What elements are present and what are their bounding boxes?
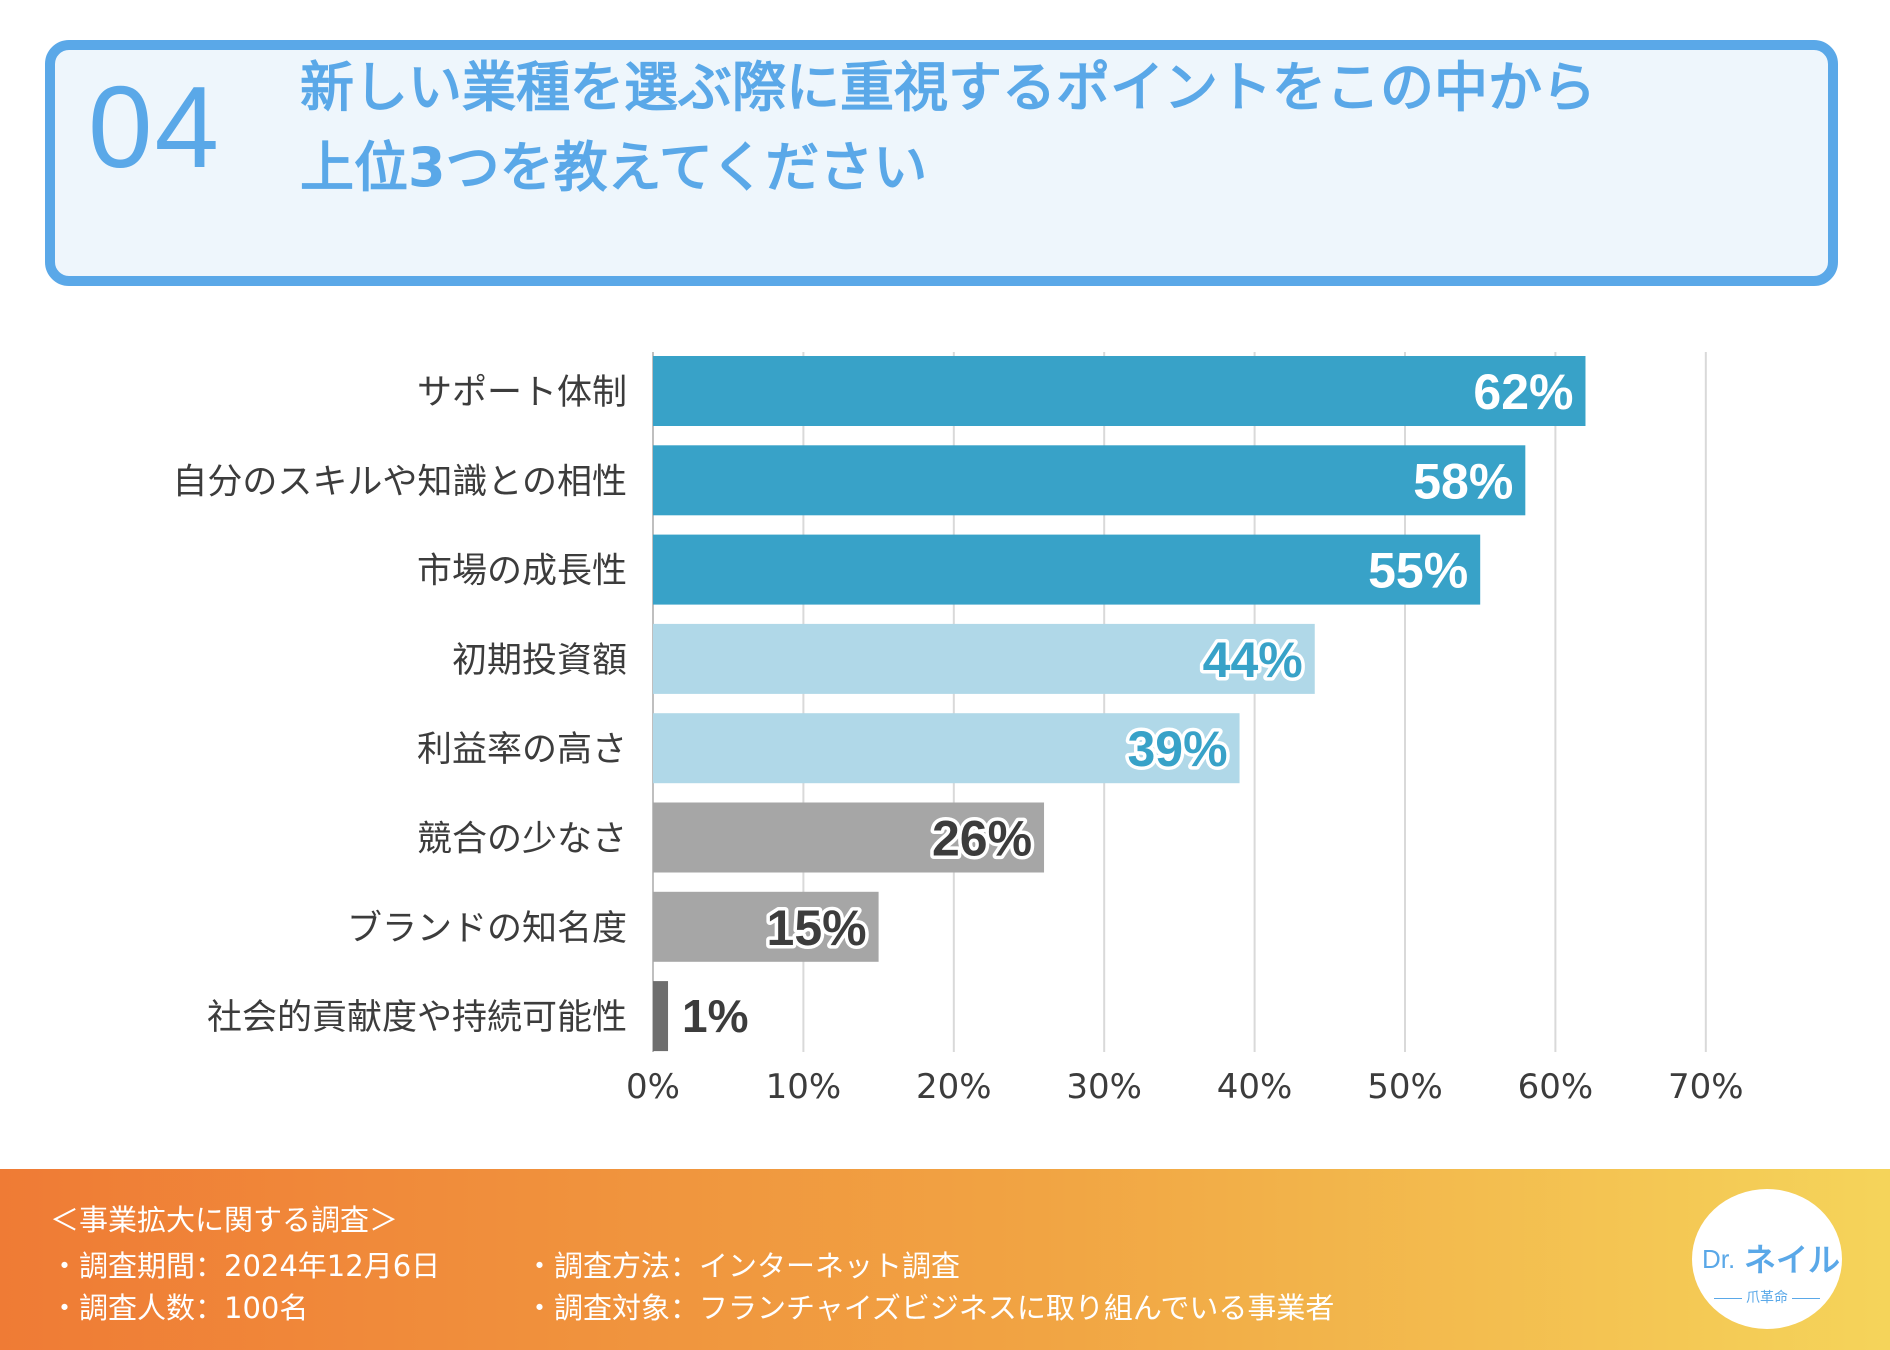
- survey-method: ・調査方法：インターネット調査: [525, 1249, 961, 1283]
- survey-period: ・調査期間：2024年12月6日: [50, 1249, 441, 1283]
- question-title-line-2: 上位3つを教えてください: [300, 136, 928, 199]
- data-label: 15%: [767, 900, 867, 956]
- bar: [653, 623, 1315, 694]
- question-header-box: [45, 40, 1838, 286]
- bar-chart: 0% 10% 20% 30% 40% 50% 60% 70% サポート体制 62% 自分のスキルや知…: [172, 352, 1744, 1107]
- category-label: サポート体制: [417, 373, 627, 413]
- bar: [653, 356, 1586, 426]
- logo-name-text: ネイル: [1744, 1241, 1841, 1279]
- category-label: 社会的貢献度や持続可能性: [207, 998, 627, 1038]
- x-tick-label: 0%: [626, 1067, 680, 1107]
- data-label: 39%: [1127, 721, 1227, 777]
- bar: [653, 802, 1045, 873]
- survey-target: ・調査対象：フランチャイズビジネスに取り組んでいる事業者: [525, 1291, 1335, 1325]
- category-label: ブランドの知名度: [347, 909, 627, 949]
- question-title: 新しい業種を選ぶ際に重視するポイントをこの中から 上位3つを教えてください: [300, 48, 1760, 208]
- data-label: 58%: [1413, 453, 1513, 509]
- data-label: 1%: [682, 990, 748, 1042]
- category-label: 利益率の高さ: [417, 730, 627, 770]
- question-title-line-1: 新しい業種を選ぶ際に重視するポイントをこの中から: [300, 56, 1596, 119]
- data-label: 55%: [1368, 543, 1468, 599]
- category-label: 市場の成長性: [417, 552, 627, 592]
- dr-nail-logo: Dr. ネイル 爪革命: [1692, 1189, 1842, 1329]
- category-label: 競合の少なさ: [417, 820, 627, 860]
- bar: [653, 891, 879, 962]
- x-tick-label: 20%: [916, 1067, 992, 1107]
- survey-title: ＜事業拡大に関する調査＞: [50, 1203, 399, 1237]
- x-tick-label: 10%: [766, 1067, 842, 1107]
- x-tick-label: 70%: [1668, 1067, 1744, 1107]
- category-label: 初期投資額: [452, 641, 627, 681]
- logo-sub-text: 爪革命: [1692, 1287, 1842, 1307]
- x-tick-label: 60%: [1518, 1067, 1594, 1107]
- survey-footer: ＜事業拡大に関する調査＞ ・調査期間：2024年12月6日 ・調査人数：100名…: [0, 1169, 1890, 1350]
- survey-people: ・調査人数：100名: [50, 1291, 309, 1325]
- data-label: 62%: [1473, 364, 1573, 420]
- bar: [653, 981, 669, 1052]
- bar: [653, 713, 1240, 784]
- bar: [653, 534, 1481, 605]
- data-label: 26%: [932, 811, 1032, 867]
- data-label: 44%: [1203, 632, 1303, 688]
- x-tick-label: 30%: [1066, 1067, 1142, 1107]
- x-tick-label: 40%: [1217, 1067, 1293, 1107]
- x-tick-label: 50%: [1367, 1067, 1443, 1107]
- question-number: 04: [88, 62, 222, 192]
- logo-dr-text: Dr.: [1702, 1244, 1736, 1274]
- category-label: 自分のスキルや知識との相性: [172, 462, 627, 502]
- bar: [653, 445, 1526, 516]
